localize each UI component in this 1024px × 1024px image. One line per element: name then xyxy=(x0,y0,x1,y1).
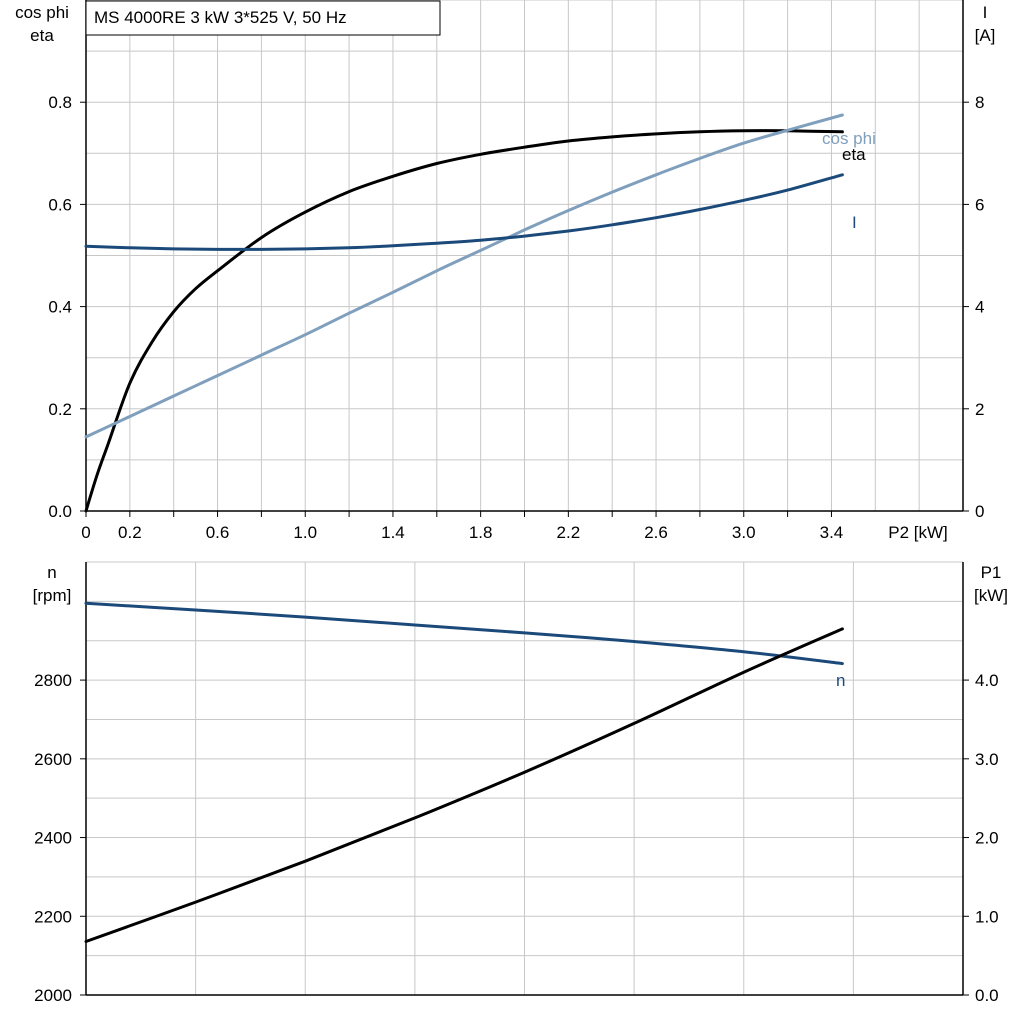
top-right-axis-label-2: [A] xyxy=(975,26,996,45)
x-tick-label: 1.4 xyxy=(381,523,405,542)
left-tick-label: 0.0 xyxy=(48,502,72,521)
top-gridlines xyxy=(86,0,963,511)
series-line-eta xyxy=(84,129,844,513)
top-left-axis-label-2: eta xyxy=(30,26,54,45)
left-tick-label: 0.2 xyxy=(48,400,72,419)
left-tick-label: 2000 xyxy=(34,986,72,1005)
bottom-right-axis-label-1: P1 xyxy=(981,563,1002,582)
series-label-speed: n xyxy=(836,671,845,690)
series-line-n xyxy=(84,601,844,666)
x-tick-label: 0 xyxy=(81,523,90,542)
bottom-left-axis-label-1: n xyxy=(47,563,56,582)
x-tick-label: 2.2 xyxy=(557,523,581,542)
x-tick-label: 1.8 xyxy=(469,523,493,542)
bottom-chart: 2000 2200 2400 2600 2800 0.0 1.0 2.0 3.0 4.0 n [r… xyxy=(33,561,1008,1005)
left-tick-label: 2400 xyxy=(34,829,72,848)
bottom-gridlines xyxy=(86,561,963,995)
left-tick-label: 2200 xyxy=(34,907,72,926)
chart-title: MS 4000RE 3 kW 3*525 V, 50 Hz xyxy=(94,8,347,27)
x-tick-label: 3.0 xyxy=(732,523,756,542)
left-tick-label: 2800 xyxy=(34,671,72,690)
series-line-cos-phi xyxy=(84,113,844,439)
series-label-cos-phi: cos phi xyxy=(822,129,876,148)
series-label-current: I xyxy=(852,213,857,232)
left-tick-label: 0.4 xyxy=(48,298,72,317)
x-tick-label: 1.0 xyxy=(293,523,317,542)
top-curves xyxy=(84,113,844,513)
bottom-right-axis-label-2: [kW] xyxy=(974,586,1008,605)
right-tick-label: 8 xyxy=(975,93,984,112)
right-tick-label: 2.0 xyxy=(975,829,999,848)
bottom-left-axis-label-2: [rpm] xyxy=(33,586,72,605)
x-tick-label: 0.2 xyxy=(118,523,142,542)
bottom-curves xyxy=(84,601,844,943)
right-tick-label: 4 xyxy=(975,298,984,317)
left-tick-label: 2600 xyxy=(34,750,72,769)
series-line-i xyxy=(84,173,844,251)
top-left-axis-label-1: cos phi xyxy=(15,3,69,22)
right-tick-label: 0.0 xyxy=(975,986,999,1005)
top-ticks: 0.0 0.2 0.4 0.6 0.8 0 2 4 6 8 0 0.2 0.6 1.0 1.4 1.8 2.2 2… xyxy=(48,93,984,542)
left-tick-label: 0.8 xyxy=(48,93,72,112)
top-x-axis-label: P2 [kW] xyxy=(888,523,948,542)
right-tick-label: 0 xyxy=(975,502,984,521)
right-tick-label: 3.0 xyxy=(975,750,999,769)
right-tick-label: 6 xyxy=(975,195,984,214)
title-box xyxy=(85,0,441,36)
top-right-axis-label-1: I xyxy=(983,3,988,22)
top-chart: 0.0 0.2 0.4 0.6 0.8 0 2 4 6 8 0 0.2 0.6 1.0 1.4 1.8 2.2 2… xyxy=(15,0,995,542)
left-tick-label: 0.6 xyxy=(48,195,72,214)
series-label-eta: eta xyxy=(842,145,866,164)
x-tick-label: 3.4 xyxy=(820,523,844,542)
x-tick-label: 0.6 xyxy=(206,523,230,542)
right-tick-label: 2 xyxy=(975,400,984,419)
right-tick-label: 4.0 xyxy=(975,671,999,690)
series-line-p1 xyxy=(84,627,844,943)
right-tick-label: 1.0 xyxy=(975,907,999,926)
bottom-ticks: 2000 2200 2400 2600 2800 0.0 1.0 2.0 3.0 4.0 xyxy=(34,671,998,1005)
x-tick-label: 2.6 xyxy=(644,523,668,542)
